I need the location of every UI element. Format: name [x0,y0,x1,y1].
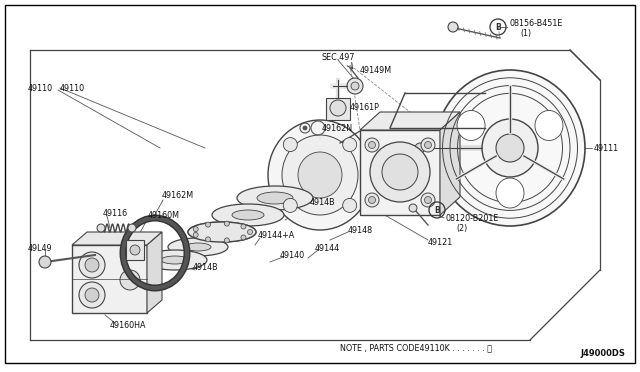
Bar [326,98,350,120]
Text: NOTE , PARTS CODE49110K . . . . . . . Ⓐ: NOTE , PARTS CODE49110K . . . . . . . Ⓐ [340,343,492,353]
Text: 49160M: 49160M [148,211,180,219]
Ellipse shape [188,222,256,242]
Circle shape [365,193,379,207]
Ellipse shape [207,227,237,237]
Ellipse shape [257,192,293,204]
Text: 08156-B451E: 08156-B451E [510,19,563,28]
Circle shape [382,154,418,190]
Circle shape [79,252,105,278]
Text: 49121: 49121 [428,237,453,247]
Ellipse shape [143,250,207,270]
Text: 49160HA: 49160HA [110,321,147,330]
Text: 4914B: 4914B [310,198,335,206]
Bar [126,240,144,260]
Circle shape [205,222,211,227]
Circle shape [39,256,51,268]
Text: 49111: 49111 [594,144,619,153]
Circle shape [424,141,431,148]
Circle shape [241,224,246,229]
Ellipse shape [496,178,524,208]
Circle shape [284,138,298,152]
Circle shape [424,196,431,203]
Ellipse shape [482,119,538,177]
Text: 4914B: 4914B [193,263,219,273]
Circle shape [120,270,140,290]
Circle shape [421,138,435,152]
Text: J49000DS: J49000DS [580,349,625,358]
Text: 49162M: 49162M [162,190,194,199]
Text: 49144+A: 49144+A [258,231,295,240]
Circle shape [421,193,435,207]
Ellipse shape [535,110,563,141]
Circle shape [193,232,198,237]
Ellipse shape [161,256,189,264]
Ellipse shape [188,222,256,242]
Circle shape [85,258,99,272]
Circle shape [365,138,379,152]
Bar [72,245,147,313]
Ellipse shape [457,110,485,141]
Text: 49L49: 49L49 [28,244,52,253]
Text: 49116: 49116 [103,208,128,218]
Circle shape [284,198,298,212]
Circle shape [225,238,229,243]
Polygon shape [360,112,460,130]
Circle shape [225,221,229,226]
Circle shape [415,143,425,153]
Ellipse shape [185,243,211,251]
Ellipse shape [168,238,228,256]
Ellipse shape [298,152,342,198]
Text: (1): (1) [520,29,531,38]
Ellipse shape [496,134,524,162]
Text: (2): (2) [456,224,467,232]
Circle shape [128,224,136,232]
Text: 49161P: 49161P [350,103,380,112]
Circle shape [370,142,430,202]
Circle shape [97,224,105,232]
Circle shape [248,230,253,234]
Text: 49140: 49140 [280,250,305,260]
Ellipse shape [435,70,585,226]
Circle shape [409,204,417,212]
Polygon shape [147,232,162,313]
Circle shape [193,227,198,232]
Ellipse shape [282,135,358,215]
Circle shape [130,245,140,255]
Text: 49110: 49110 [28,83,53,93]
Polygon shape [440,112,460,215]
Ellipse shape [237,186,313,210]
Circle shape [330,100,346,116]
Text: 49149M: 49149M [360,65,392,74]
Text: 49162N: 49162N [322,124,353,132]
Circle shape [369,141,376,148]
Text: 49110: 49110 [60,83,85,93]
Circle shape [342,138,356,152]
Circle shape [369,196,376,203]
Text: SEC.497: SEC.497 [322,52,355,61]
Polygon shape [72,232,162,245]
Circle shape [79,282,105,308]
Text: B: B [495,22,501,32]
Ellipse shape [268,120,372,230]
Circle shape [448,22,458,32]
Text: 49148: 49148 [348,225,373,234]
Circle shape [303,126,307,130]
Ellipse shape [212,204,284,226]
Circle shape [241,235,246,240]
Circle shape [342,198,356,212]
Circle shape [205,237,211,242]
Circle shape [85,288,99,302]
Text: 08120-B201E: 08120-B201E [445,214,499,222]
Circle shape [347,78,363,94]
Ellipse shape [232,210,264,220]
Bar [360,130,440,215]
Circle shape [351,82,359,90]
Text: 49144: 49144 [315,244,340,253]
Text: B: B [434,205,440,215]
